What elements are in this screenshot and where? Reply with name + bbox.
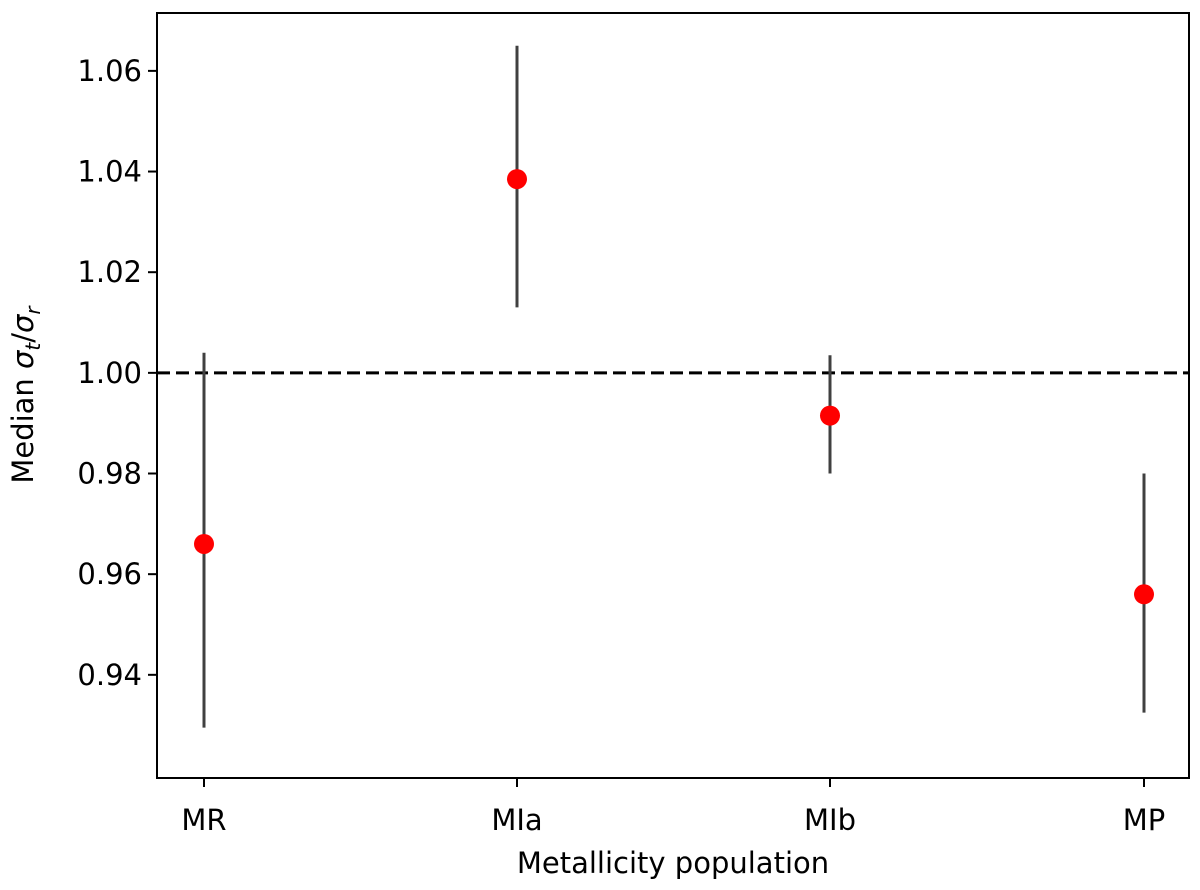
y-axis-label: Median σt/σr — [6, 305, 45, 484]
x-tick-label: MIa — [491, 803, 542, 837]
y-axis-label-num-sub: t — [21, 342, 45, 351]
y-tick-label: 0.96 — [77, 557, 142, 591]
data-point-mp — [1134, 584, 1154, 605]
data-point-mib — [820, 405, 840, 426]
x-axis: MR MIa MIb MP — [181, 778, 1165, 837]
y-axis: 0.94 0.96 0.98 1.00 1.02 1.04 1.06 — [77, 54, 157, 692]
data-points — [194, 169, 1154, 605]
y-tick-label: 0.98 — [77, 457, 142, 491]
y-axis-label-den: σ — [6, 313, 40, 333]
y-tick-label: 1.06 — [77, 54, 142, 88]
error-bars — [202, 45, 1146, 728]
y-axis-label-prefix: Median — [6, 369, 40, 484]
x-tick-label: MP — [1123, 803, 1166, 837]
x-tick-label: MIb — [804, 803, 856, 837]
y-tick-label: 0.94 — [77, 658, 142, 692]
data-point-mr — [194, 533, 214, 554]
plot-frame — [156, 12, 1190, 779]
y-tick-label: 1.02 — [77, 255, 142, 289]
data-point-mia — [507, 169, 527, 190]
y-axis-label-slash: / — [6, 333, 40, 343]
y-axis-label-num: σ — [6, 349, 40, 369]
x-axis-label: Metallicity population — [517, 846, 829, 880]
y-tick-label: 1.04 — [77, 155, 142, 189]
x-tick-label: MR — [181, 803, 226, 837]
y-tick-label: 1.00 — [77, 356, 142, 390]
y-axis-label-den-sub: r — [21, 305, 45, 315]
